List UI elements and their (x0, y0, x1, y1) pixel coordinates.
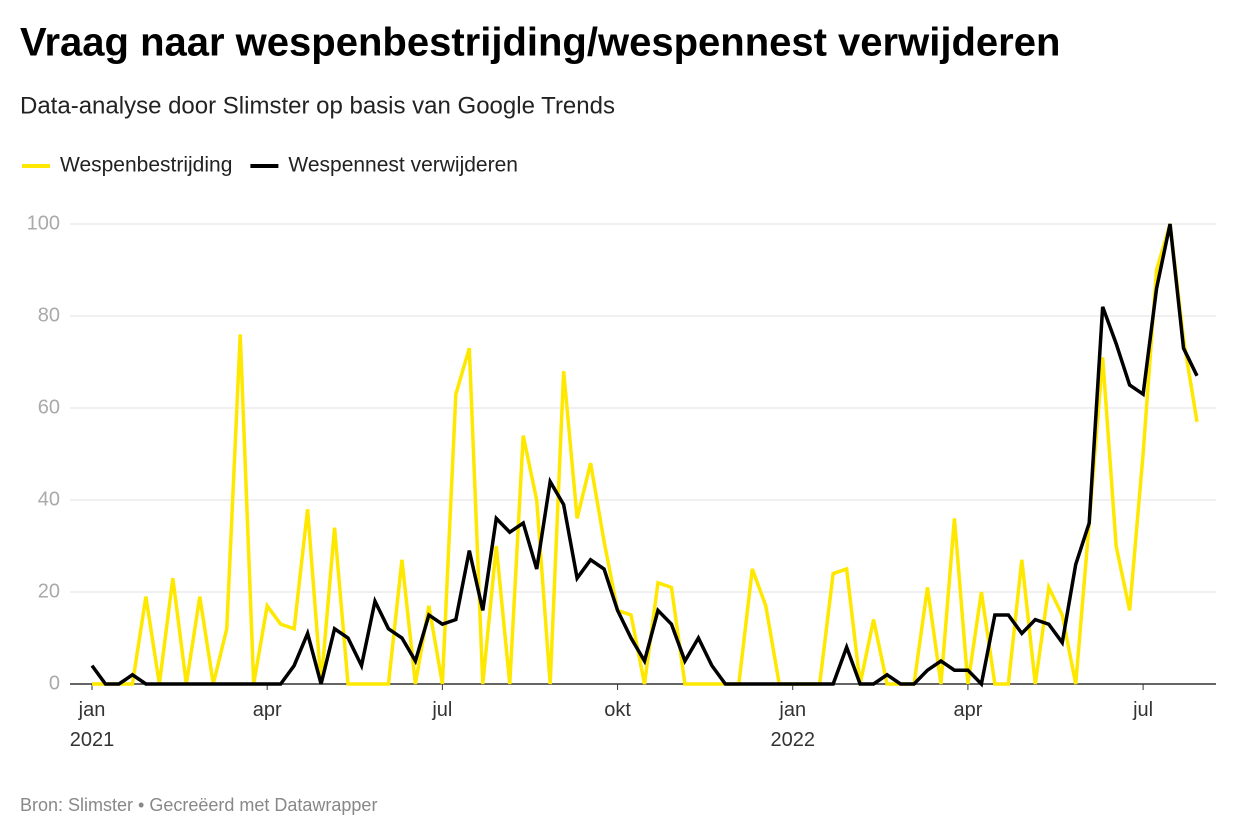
chart-subtitle: Data-analyse door Slimster op basis van … (20, 92, 615, 119)
x-tick-label: jul (1132, 699, 1153, 721)
x-tick-label: jan 2022 (770, 699, 815, 751)
x-tick-label: apr (953, 699, 982, 721)
y-tick-label: 40 (38, 488, 60, 510)
chart-title: Vraag naar wespenbestrijding/wespennest … (20, 21, 1060, 65)
x-tick-label: jul (431, 699, 452, 721)
y-tick-label: 20 (38, 580, 60, 602)
series-line (92, 223, 1199, 686)
legend-label: Wespenbestrijding (60, 154, 232, 177)
source: Bron: Slimster • Gecreëerd met Datawrapp… (20, 795, 377, 815)
y-tick-label: 60 (38, 396, 60, 418)
x-tick-label: jan 2021 (70, 699, 115, 751)
y-tick-label: 0 (49, 672, 60, 694)
x-tick-label: okt (604, 699, 631, 721)
y-tick-label: 80 (38, 304, 60, 326)
legend-label: Wespennest verwijderen (288, 154, 518, 177)
x-tick-label: apr (253, 699, 282, 721)
series-line (90, 223, 1199, 688)
y-tick-label: 100 (27, 212, 60, 234)
